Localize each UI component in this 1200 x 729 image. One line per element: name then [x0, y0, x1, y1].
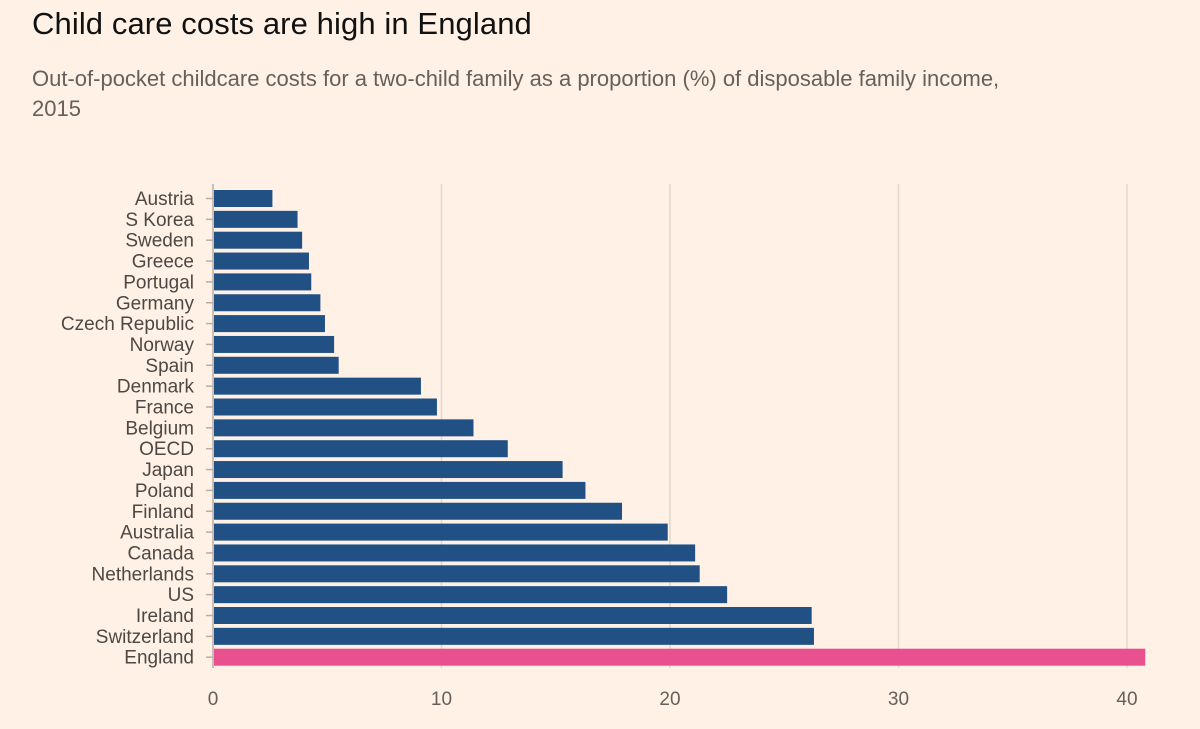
category-label: Canada	[127, 543, 194, 564]
category-label: S Korea	[125, 210, 194, 231]
bar-switzerland	[214, 627, 814, 645]
bar-greece	[214, 252, 309, 270]
bar-norway	[214, 335, 335, 353]
bar-france	[214, 398, 437, 416]
category-label: US	[168, 585, 194, 606]
bar-poland	[214, 481, 586, 499]
bar-belgium	[214, 419, 474, 437]
bar-austria	[214, 190, 273, 207]
category-label: Sweden	[125, 231, 194, 252]
bar-ireland	[214, 607, 812, 624]
chart-title: Child care costs are high in England	[32, 6, 532, 41]
category-label: OECD	[139, 439, 194, 460]
bar-portugal	[214, 273, 312, 291]
category-label: Portugal	[123, 272, 194, 293]
bar-finland	[214, 502, 623, 520]
bar-denmark	[214, 377, 421, 395]
category-label: Australia	[120, 523, 194, 544]
category-label: Japan	[142, 460, 194, 481]
category-label: Poland	[135, 481, 194, 502]
bar-s-korea	[214, 210, 298, 228]
bar-australia	[214, 523, 668, 541]
chart-subtitle: Out-of-pocket childcare costs for a two-…	[32, 66, 1000, 121]
x-tick-label: 30	[888, 689, 909, 710]
category-label: France	[135, 398, 194, 419]
category-label: Ireland	[136, 606, 194, 627]
bar-japan	[214, 461, 563, 479]
bar-england	[214, 648, 1146, 666]
category-label: Greece	[132, 252, 194, 273]
bar-oecd	[214, 440, 508, 458]
category-label: Netherlands	[92, 564, 194, 585]
category-label: Finland	[132, 502, 194, 523]
category-label: Belgium	[125, 418, 194, 439]
bar-netherlands	[214, 565, 700, 583]
bar-czech-republic	[214, 315, 325, 333]
x-axis-ticks: 0 10 20 30 40	[208, 689, 1138, 710]
category-label: England	[124, 648, 194, 669]
bar-spain	[214, 356, 339, 374]
category-label: Switzerland	[96, 627, 194, 648]
bar-canada	[214, 544, 696, 562]
bars	[214, 190, 1146, 666]
bar-germany	[214, 294, 321, 312]
bar-sweden	[214, 231, 303, 249]
bar-us	[214, 586, 728, 604]
y-axis	[206, 184, 214, 668]
category-label: Norway	[130, 335, 195, 356]
x-tick-label: 20	[659, 689, 680, 710]
x-tick-label: 0	[208, 689, 219, 710]
category-label: Denmark	[117, 377, 195, 398]
category-label: Czech Republic	[61, 314, 194, 335]
x-tick-label: 10	[431, 689, 452, 710]
category-label: Austria	[135, 189, 195, 210]
x-tick-label: 40	[1116, 689, 1137, 710]
category-label: Germany	[116, 293, 195, 314]
category-label: Spain	[145, 356, 194, 377]
